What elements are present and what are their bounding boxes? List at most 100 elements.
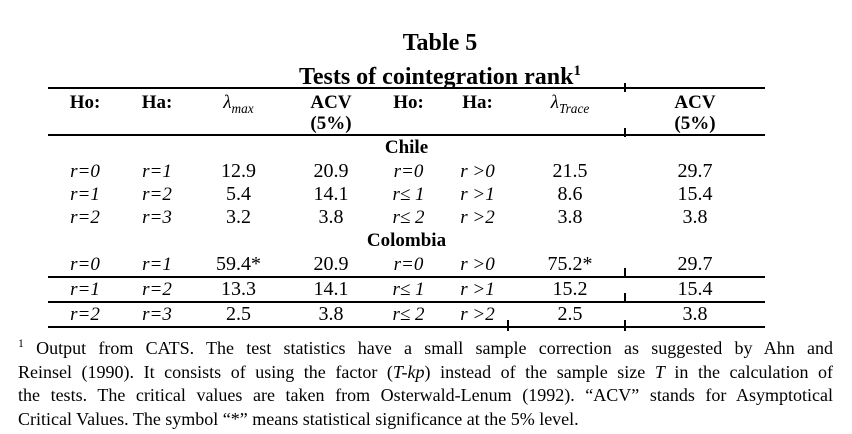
statistic-cell: 15.4 <box>625 277 765 303</box>
lambda-trace-symbol: λTrace <box>550 92 590 116</box>
statistic-cell: 20.9 <box>313 160 349 182</box>
statistic-cell: 2.5 <box>515 302 625 328</box>
footnote-reference-superscript: 1 <box>573 63 581 79</box>
statistic-cell: 2.5 <box>192 302 285 328</box>
footnote-text-segment: ) instead of the sample size <box>424 361 655 382</box>
hypothesis-cell: r=3 <box>122 302 192 328</box>
statistic-cell: 3.2 <box>226 206 251 228</box>
header-ho-max: Ho: <box>48 88 122 136</box>
hypothesis-cell: r=0 <box>70 160 100 182</box>
hypothesis-cell: r >2 <box>440 302 515 328</box>
footnote-line: Critical Values. The symbol “*” means st… <box>18 408 833 432</box>
table-header-row: Ho: Ha: λmax ACV (5%) Ho: Ha: λTrace ACV… <box>48 88 765 136</box>
acv-percent: (5%) <box>310 113 352 134</box>
hypothesis-cell: r >1 <box>440 277 515 303</box>
footnote-text-segment: T-kp <box>392 361 425 382</box>
hypothesis-cell: r=1 <box>122 253 192 278</box>
hypothesis-cell: r >2 <box>460 206 495 228</box>
section-heading-row: Chile <box>48 135 765 160</box>
acv-label: ACV <box>674 92 716 113</box>
footnote-text-segment: in the calculation of <box>664 361 833 382</box>
table-row: r=2 r=3 3.2 3.8 r≤ 2 r >2 3.8 3.8 <box>48 206 765 229</box>
hypothesis-cell: r=1 <box>70 183 100 205</box>
hypothesis-cell: r >0 <box>460 160 495 182</box>
statistic-cell: 29.7 <box>625 253 765 278</box>
hypothesis-cell: r >1 <box>460 183 495 205</box>
footnote-line: the tests. The critical values are taken… <box>18 384 833 408</box>
section-heading: Colombia <box>366 230 447 251</box>
lambda-max-subscript: max <box>231 100 254 116</box>
header-ho-trace: Ho: <box>377 88 440 136</box>
hypothesis-cell: r >0 <box>440 253 515 278</box>
lambda-glyph: λ <box>550 92 559 113</box>
acv-label: ACV <box>310 92 352 113</box>
hypothesis-cell: r=1 <box>142 160 172 182</box>
footnote-text-segment: Critical Values. The symbol “*” means st… <box>18 408 579 429</box>
hypothesis-cell: r=0 <box>393 160 424 182</box>
cell-border-tick <box>624 320 626 331</box>
section-heading: Chile <box>384 137 429 158</box>
footnote-lines: 1 Output from CATS. The test statistics … <box>18 332 833 431</box>
table-row: r=1 r=2 5.4 14.1 r≤ 1 r >1 8.6 15.4 <box>48 183 765 206</box>
cell-border-tick <box>507 320 509 331</box>
statistic-cell: 3.8 <box>557 206 583 228</box>
lambda-trace-subscript: Trace <box>558 100 590 116</box>
hypothesis-cell: r=2 <box>142 183 172 205</box>
footnote-text-segment: the tests. The critical values are taken… <box>18 385 833 405</box>
statistic-cell: 14.1 <box>285 277 377 303</box>
hypothesis-cell: r≤ 2 <box>377 302 440 328</box>
statistic-cell: 15.2 <box>515 277 625 303</box>
footnote-line: Reinsel (1990). It consists of using the… <box>18 361 833 385</box>
footnote-text-segment: Output from CATS. The test statistics ha… <box>23 338 833 358</box>
statistic-cell: 20.9 <box>285 253 377 278</box>
statistic-cell: 29.7 <box>677 160 713 182</box>
statistic-cell: 75.2* <box>515 253 625 278</box>
hypothesis-cell: r=1 <box>48 277 122 303</box>
footnote-text-segment: Reinsel (1990). It consists of using the… <box>18 361 393 382</box>
table-row: r=0 r=1 12.9 20.9 r=0 r >0 21.5 29.7 <box>48 160 765 183</box>
table-row: r=0 r=1 59.4* 20.9 r=0 r >0 75.2* 29.7 <box>48 253 765 278</box>
statistic-cell: 13.3 <box>192 277 285 303</box>
hypothesis-cell: r=2 <box>70 206 100 228</box>
hypothesis-cell: r≤ 1 <box>377 277 440 303</box>
footnote-line: 1 Output from CATS. The test statistics … <box>18 332 833 361</box>
lambda-max-symbol: λmax <box>223 92 254 116</box>
statistic-cell: 3.8 <box>682 206 708 228</box>
section-heading-row: Colombia <box>48 229 765 253</box>
hypothesis-cell: r=2 <box>48 302 122 328</box>
statistic-cell: 21.5 <box>552 160 588 182</box>
statistic-cell: 5.4 <box>226 183 251 205</box>
table-title-block: Table 5 Tests of cointegration rank1 <box>48 29 832 91</box>
statistic-cell: 3.8 <box>285 302 377 328</box>
hypothesis-cell: r≤ 1 <box>392 183 425 205</box>
statistic-cell: 14.1 <box>313 183 349 205</box>
header-acv-max: ACV (5%) <box>285 88 377 136</box>
header-ha-trace: Ha: <box>440 88 515 136</box>
hypothesis-cell: r=2 <box>122 277 192 303</box>
header-ha-max: Ha: <box>122 88 192 136</box>
table-body: Chile r=0 r=1 12.9 20.9 r=0 r >0 21.5 29.7 r=1 r=2… <box>48 135 765 328</box>
hypothesis-cell: r=0 <box>48 253 122 278</box>
header-lambda-max: λmax <box>192 88 285 136</box>
table-subtitle: Tests of cointegration rank1 <box>48 57 832 91</box>
lambda-glyph: λ <box>223 92 232 113</box>
statistic-cell: 15.4 <box>677 183 713 205</box>
cell-border-tick <box>624 83 626 92</box>
table-number: Table 5 <box>402 30 478 56</box>
cell-border-tick <box>624 128 626 137</box>
statistic-cell: 59.4* <box>192 253 285 278</box>
header-lambda-trace: λTrace <box>515 88 625 136</box>
statistic-cell: 12.9 <box>221 160 256 182</box>
footnote: 1 Output from CATS. The test statistics … <box>18 332 833 431</box>
statistic-cell: 8.6 <box>557 183 583 205</box>
statistic-cell: 3.8 <box>318 206 344 228</box>
acv-percent: (5%) <box>674 113 716 134</box>
footnote-text-segment: 1 <box>18 337 24 350</box>
hypothesis-cell: r=3 <box>142 206 172 228</box>
cell-border-tick <box>624 268 626 277</box>
cointegration-rank-table: Ho: Ha: λmax ACV (5%) Ho: Ha: λTrace ACV… <box>48 87 765 328</box>
hypothesis-cell: r≤ 2 <box>392 206 425 228</box>
table-subtitle-text: Tests of cointegration rank <box>299 64 574 90</box>
